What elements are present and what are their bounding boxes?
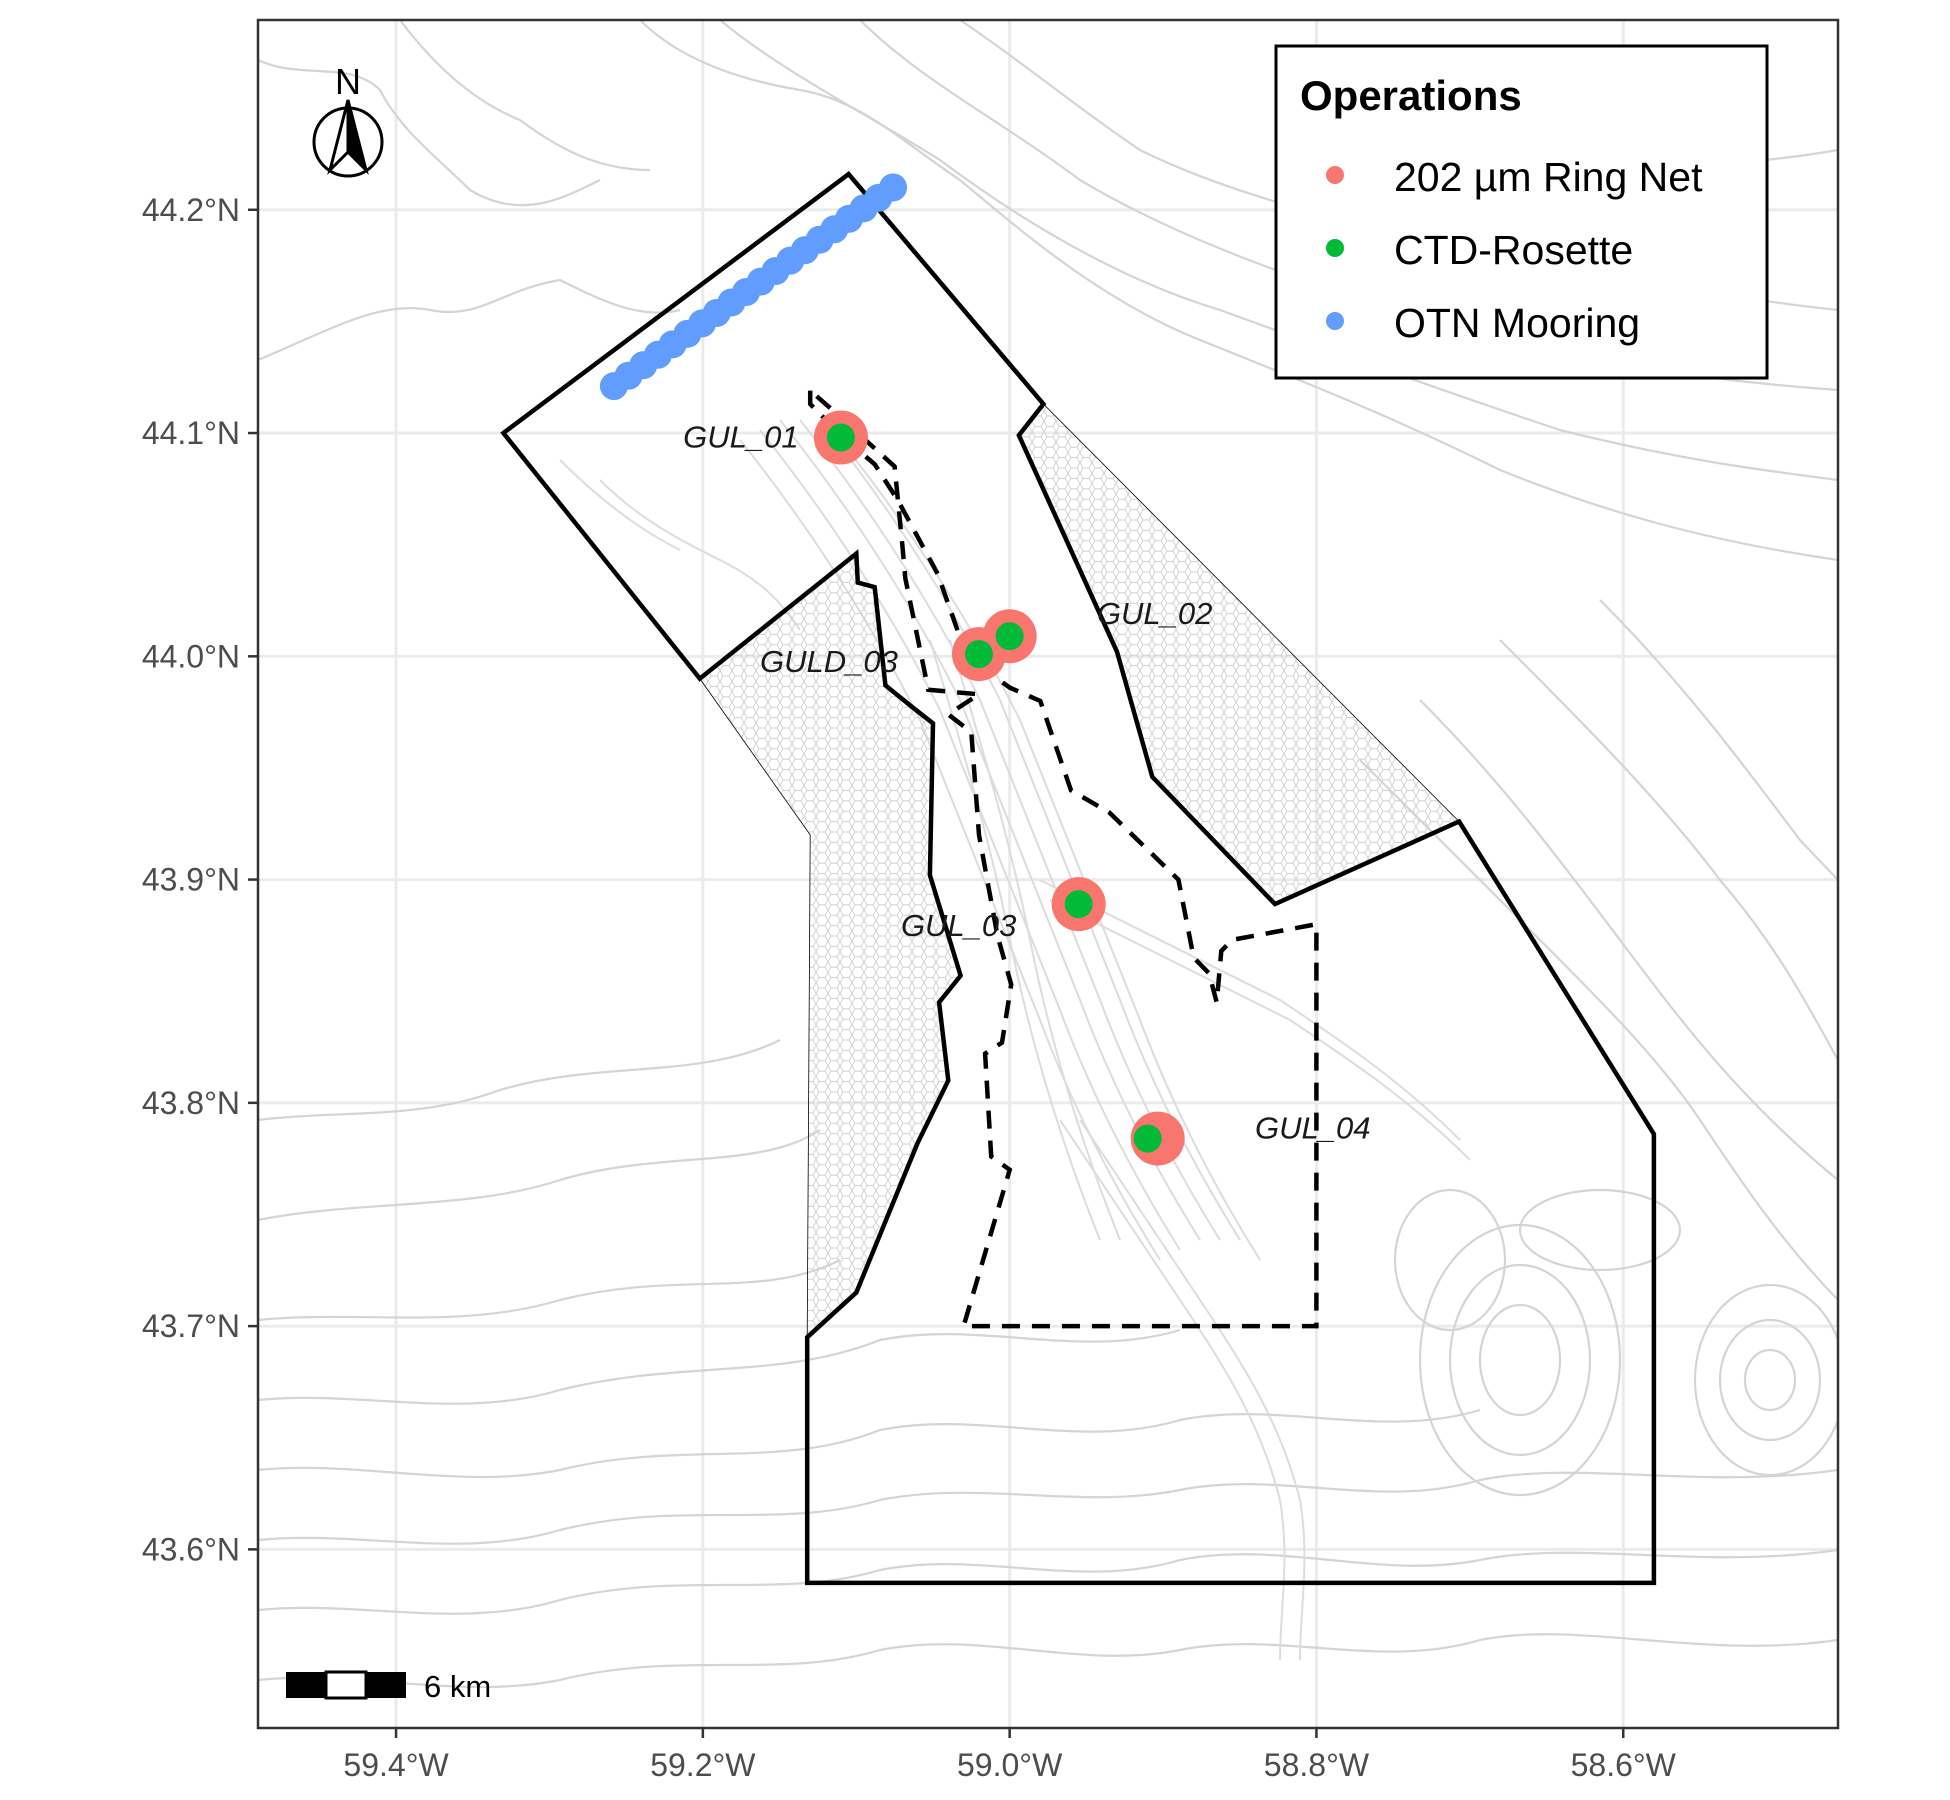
legend-label-ring-net: 202 µm Ring Net (1394, 154, 1703, 200)
station-markers (813, 410, 1185, 1166)
legend-title: Operations (1300, 72, 1522, 119)
ctd-rosette-marker (826, 423, 855, 452)
legend-swatch-ctd-rosette (1326, 239, 1344, 257)
mpa-boundary (500, 171, 1657, 1586)
x-tick-label: 59.4°W (343, 1747, 449, 1783)
station-label: GUL_01 (683, 420, 798, 455)
legend-swatch-ring-net (1326, 166, 1344, 184)
otn-mooring-point (879, 173, 908, 202)
y-tick-label: 44.1°N (142, 415, 240, 451)
y-tick-label: 44.0°N (142, 638, 240, 674)
panel-border (256, 18, 1840, 1730)
y-tick-label: 43.9°N (142, 862, 240, 898)
scale-bar: 6 km (286, 1669, 491, 1704)
axes: 59.4°W 59.2°W 59.0°W 58.8°W 58.6°W 44.2°N 44.1… (142, 192, 1677, 1783)
y-tick-label: 43.7°N (142, 1308, 240, 1344)
station-label: GUL_03 (901, 908, 1016, 943)
north-label: N (335, 61, 361, 102)
y-tick-label: 43.6°N (142, 1531, 240, 1567)
station-label: GUL_04 (1255, 1111, 1370, 1146)
scale-bar-label: 6 km (424, 1669, 491, 1704)
y-tick-label: 43.8°N (142, 1085, 240, 1121)
bathymetry-contours (258, 20, 1838, 1689)
ctd-rosette-marker (1064, 890, 1093, 919)
legend-label-otn-mooring: OTN Mooring (1394, 300, 1640, 346)
x-tick-label: 59.0°W (957, 1747, 1063, 1783)
x-tick-label: 58.8°W (1264, 1747, 1370, 1783)
legend-label-ctd-rosette: CTD-Rosette (1394, 227, 1633, 273)
otn-mooring-points (599, 173, 908, 401)
x-tick-label: 59.2°W (650, 1747, 756, 1783)
ctd-rosette-marker (964, 640, 993, 669)
north-arrow-icon: N (312, 61, 384, 178)
station-labels: GUL_01 GUL_02 GULD_03 GUL_03 GUL_04 (683, 420, 1370, 1146)
ctd-rosette-marker (1133, 1124, 1162, 1153)
legend-swatch-otn-mooring (1326, 312, 1344, 330)
ctd-rosette-marker (995, 622, 1024, 651)
legend: Operations 202 µm Ring Net CTD-Rosette O… (1274, 44, 1769, 380)
legend-box (1274, 44, 1769, 380)
y-tick-label: 44.2°N (142, 192, 240, 228)
station-label: GULD_03 (760, 644, 898, 679)
x-tick-label: 58.6°W (1571, 1747, 1677, 1783)
station-label: GUL_02 (1097, 596, 1212, 631)
